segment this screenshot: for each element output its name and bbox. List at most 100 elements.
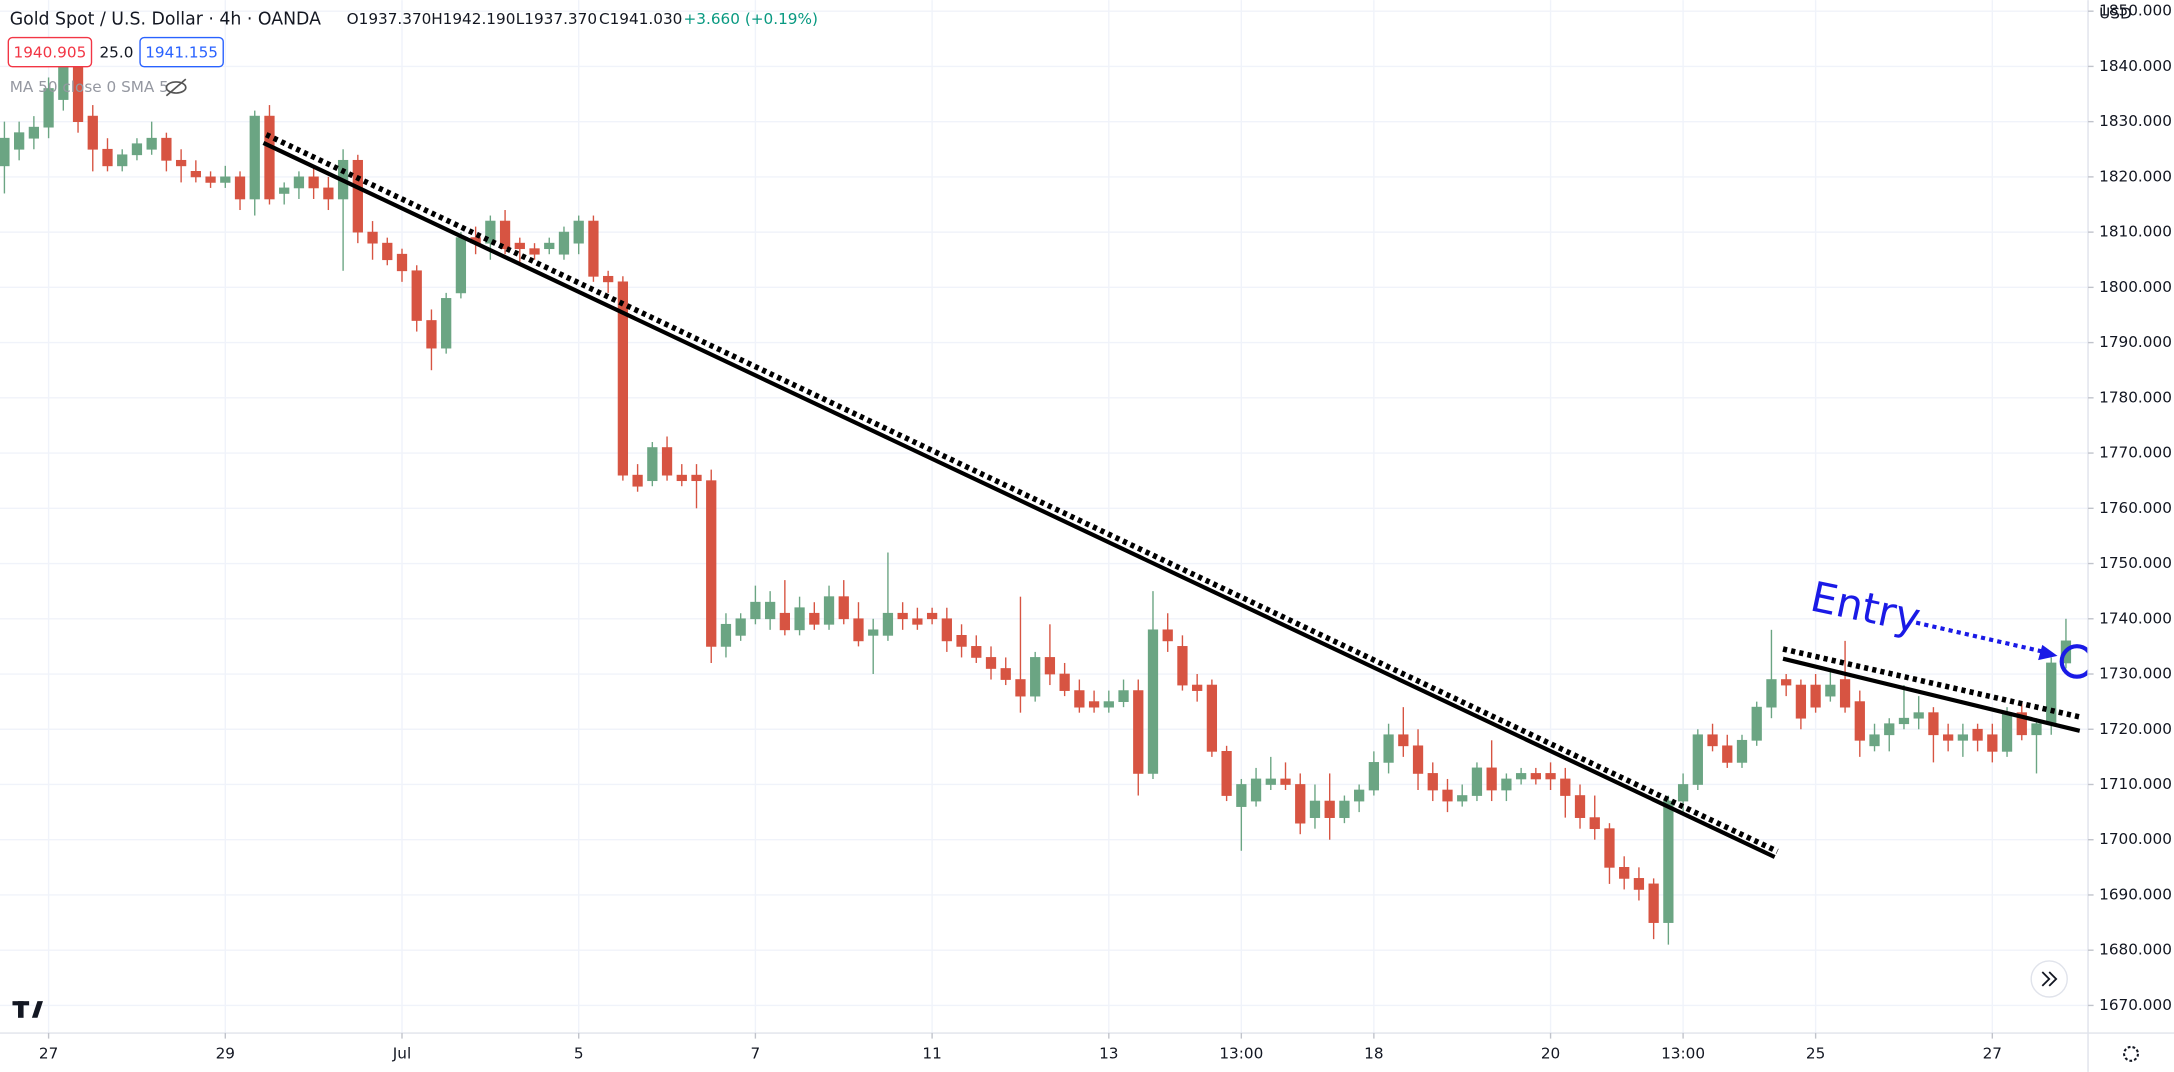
tv-logo[interactable] [12,1001,43,1018]
candle-body [161,137,172,161]
candle-body [249,115,260,200]
candle-body [1147,629,1159,774]
candle-body [1412,745,1424,774]
candle-body [1206,684,1218,752]
candle-body [1987,734,1998,752]
candle-body [823,596,835,625]
y-tick-label: 1720.000 [2099,720,2172,738]
candle-body [205,176,216,183]
candle-body [1236,784,1247,807]
x-tick-label: 13:00 [1661,1044,1705,1062]
trend-line-dotted [1782,646,2081,720]
logo-part[interactable] [31,1001,43,1018]
candle-body [1192,684,1203,691]
candle-body [1280,778,1291,785]
candle-body [1103,701,1114,708]
y-tick-label: 1730.000 [2099,665,2172,683]
bid-box[interactable] [7,36,93,68]
x-tick-label: 7 [751,1044,761,1062]
candle-body [779,612,790,631]
candle-body [1795,684,1807,719]
candle-body [146,137,157,150]
candle-body [1074,690,1085,708]
candles [0,55,2072,945]
candle-body [1663,800,1674,923]
candle-body [1633,878,1645,890]
entry-arrow [1915,620,2045,654]
candle-body [1059,673,1070,691]
candle-body [382,242,393,261]
candle-body [1545,773,1556,780]
y-tick-label: 1820.000 [2099,167,2172,185]
candle-body [838,596,849,620]
candle-body [14,132,25,150]
candle-body [544,242,555,250]
candle-body [1221,750,1232,796]
candle-body [1442,789,1453,802]
candle-body [1265,778,1276,785]
grid [0,0,2089,1034]
candle-body [617,281,629,476]
scroll-icon[interactable] [2041,971,2058,987]
hide-icon[interactable] [165,78,187,97]
y-tick-label: 1670.000 [2099,996,2172,1014]
candle-body [1309,800,1321,818]
candle-body [720,623,732,647]
x-tick-label: 5 [574,1044,584,1062]
candle-body [1295,784,1306,824]
candle-body [1501,778,1512,791]
y-tick-label: 1770.000 [2099,444,2172,462]
candle-body [1177,646,1188,686]
candle-body [175,159,187,167]
candle-body [1854,701,1865,741]
candle-body [1648,883,1659,923]
candle-body [1515,773,1527,780]
eye[interactable] [165,81,187,94]
x-tick-label: 13 [1099,1044,1118,1062]
candle-body [1957,734,1969,741]
axes: 1670.000 1680.000 1690.000 1700.000 1710.000… [39,2,2172,1063]
candle-body [853,618,864,642]
candle-body [1928,712,1939,736]
candle-body [603,275,614,283]
settings-icon[interactable] [2123,1045,2139,1062]
candle-body [912,618,923,625]
ohlc-close: C1941.030 [599,10,682,28]
candle-body [396,253,408,272]
x-tick-label: 29 [216,1044,235,1062]
candle-body [1383,734,1394,763]
candle-body [985,657,997,669]
candle-body [1324,800,1335,818]
candle-body [1736,739,1748,763]
logo-part[interactable] [18,1001,24,1018]
ask-box[interactable] [139,36,224,68]
candle-body [529,248,540,255]
candle-body [676,474,687,482]
candle-body [1000,668,1011,680]
candle-body [1810,684,1821,708]
entry-arrowhead [2038,644,2058,661]
y-tick-label: 1710.000 [2099,775,2172,793]
candle-body [131,143,143,156]
candle-body [1692,734,1703,785]
candle-body [691,474,702,482]
trend-line [1782,656,2081,733]
candle-body [1368,762,1379,791]
candle-body [28,126,40,139]
candle-body [323,187,334,200]
candle-body [1707,734,1718,747]
candle-body [1619,866,1630,879]
x-tick-label: 20 [1541,1044,1560,1062]
spread: 25.0 [99,43,133,61]
candle-body [514,242,525,250]
bid[interactable]: 1940.905 [14,43,87,61]
candle-body [1044,657,1056,675]
candle-body [1250,778,1262,802]
x-tick-label: 13:00 [1219,1044,1263,1062]
x-tick-label: 25 [1806,1044,1825,1062]
ask[interactable]: 1941.155 [145,43,218,61]
eye-slash[interactable] [165,78,187,97]
candle-body [102,148,113,167]
